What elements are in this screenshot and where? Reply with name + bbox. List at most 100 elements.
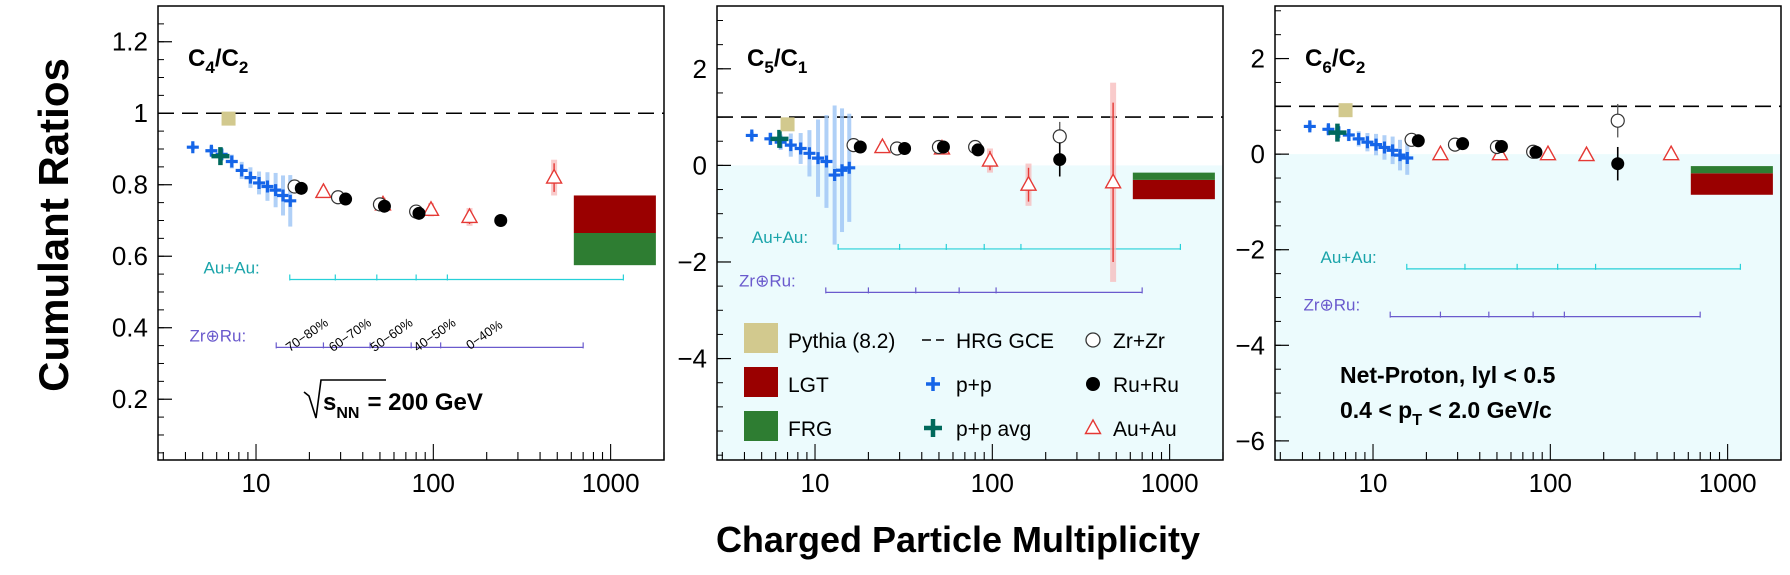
negative-region-shade (1275, 154, 1781, 460)
legend-hrg-label: HRG GCE (956, 330, 1054, 353)
legend-frg-label: FRG (788, 418, 832, 441)
auau-marker (981, 151, 999, 167)
ruru-marker (936, 140, 950, 154)
ruru-marker (494, 213, 508, 227)
ruru-marker (1456, 137, 1470, 151)
cut-line-1: Net-Proton, lyl < 0.5 (1340, 362, 1556, 388)
pp-marker (836, 164, 849, 177)
centrality-label: 70−80% (283, 315, 331, 355)
legend-ppavg-label: p+p avg (956, 418, 1031, 441)
pp-marker (235, 164, 248, 177)
pp-marker (1322, 123, 1335, 136)
ruru-marker (1494, 140, 1508, 154)
y-tick-label: 2 (693, 54, 707, 84)
ruru-marker (1611, 157, 1625, 171)
centrality-label: 50−60% (367, 315, 415, 355)
pp-marker (843, 161, 856, 174)
auau-marker (314, 182, 333, 199)
ruru-marker (1053, 153, 1067, 167)
legend-lgt-label: LGT (788, 374, 829, 397)
y-tick-label: −2 (1235, 235, 1265, 265)
legend-pp-swatch (926, 377, 940, 391)
pp-marker (244, 171, 257, 184)
pp-marker (812, 152, 825, 165)
frg-band (1690, 166, 1773, 174)
legend-auau-label: Au+Au (1113, 418, 1177, 441)
negative-region-shade (717, 165, 1223, 460)
ruru-marker (294, 181, 308, 195)
auau-marker (1577, 145, 1596, 162)
energy-label: sNN = 200 GeV (323, 389, 483, 422)
legend-zrzr-swatch (1085, 332, 1101, 348)
ruru-marker (412, 206, 426, 220)
pp-marker (794, 142, 807, 155)
x-tick-label: 1000 (582, 468, 640, 498)
pp-marker (1342, 129, 1355, 142)
lgt-band (1690, 173, 1773, 195)
panel-title: C6/C2 (1305, 45, 1365, 77)
pp-marker (1394, 149, 1407, 162)
auau-marker (1104, 172, 1122, 189)
pp-marker (261, 180, 274, 193)
pp-marker (828, 169, 841, 182)
zr-ru-centrality-scale-label: Zr⊕Ru: (1303, 296, 1360, 315)
pp-marker (1401, 151, 1414, 164)
auau-marker (545, 168, 563, 184)
legend-auau-swatch (1084, 418, 1102, 435)
zr-ru-centrality-scale-label: Zr⊕Ru: (189, 326, 246, 345)
energy-annotation: sNN = 200 GeV (303, 379, 483, 422)
ruru-marker (377, 199, 391, 213)
centrality-label: 40−50% (411, 315, 459, 355)
y-tick-label: −4 (677, 344, 707, 374)
auau-marker (1019, 175, 1038, 191)
au-au-centrality-scale-label: Au+Au: (204, 258, 260, 277)
pp-marker (1352, 132, 1365, 145)
panel-title: C4/C2 (188, 45, 248, 77)
x-tick-label: 100 (971, 468, 1014, 498)
pp-marker (784, 139, 797, 152)
pp-marker (225, 155, 238, 168)
chart-panel-1: Au+Au:Zr⊕Ru: 70−80%60−70%50−60%40−50% 0−40… (112, 5, 665, 498)
y-tick-label: 0 (693, 150, 707, 180)
pp-marker (277, 189, 290, 202)
x-tick-label: 100 (1529, 468, 1572, 498)
plot-frame (716, 5, 1224, 461)
x-tick-label: 10 (242, 468, 271, 498)
ruru-marker (898, 141, 912, 155)
x-tick-label: 10 (801, 468, 830, 498)
auau-marker (422, 200, 440, 216)
y-tick-label: 0.4 (112, 313, 148, 343)
centrality-label: 60−70% (326, 315, 374, 355)
legend-ppavg-swatch (924, 419, 942, 437)
pp-marker (1361, 136, 1374, 149)
ruru-marker (339, 192, 353, 206)
au-au-centrality-scale-label: Au+Au: (752, 228, 808, 247)
pp-marker (1303, 120, 1316, 133)
pp-marker (186, 141, 199, 154)
pp-marker (803, 147, 816, 160)
frg-band (573, 233, 656, 266)
pp-avg-marker (770, 129, 789, 148)
pp-marker (1378, 141, 1391, 154)
legend: Pythia (8.2) LGT FRG HRG GCE p+p p+p avg Zr+Zr… (744, 323, 1179, 441)
y-tick-label: 0 (1251, 139, 1265, 169)
lgt-band (1132, 179, 1215, 200)
zrzr-marker (1052, 129, 1067, 144)
auau-marker (873, 137, 892, 154)
pp-marker (1386, 144, 1399, 157)
y-tick-label: 0.6 (112, 241, 148, 271)
x-tick-label: 100 (412, 468, 455, 498)
y-tick-label: 2 (1251, 44, 1265, 74)
legend-ruru-label: Ru+Ru (1113, 374, 1179, 397)
legend-pp-label: p+p (956, 374, 992, 397)
lgt-band (573, 195, 656, 233)
auau-marker (1539, 144, 1557, 161)
pythia-marker (780, 117, 795, 132)
pp-marker (269, 184, 282, 197)
x-tick-label: 1000 (1141, 468, 1199, 498)
legend-pythia-label: Pythia (8.2) (788, 330, 895, 353)
pythia-marker (1338, 103, 1353, 118)
auau-marker (1431, 144, 1450, 161)
auau-marker (1662, 144, 1680, 161)
